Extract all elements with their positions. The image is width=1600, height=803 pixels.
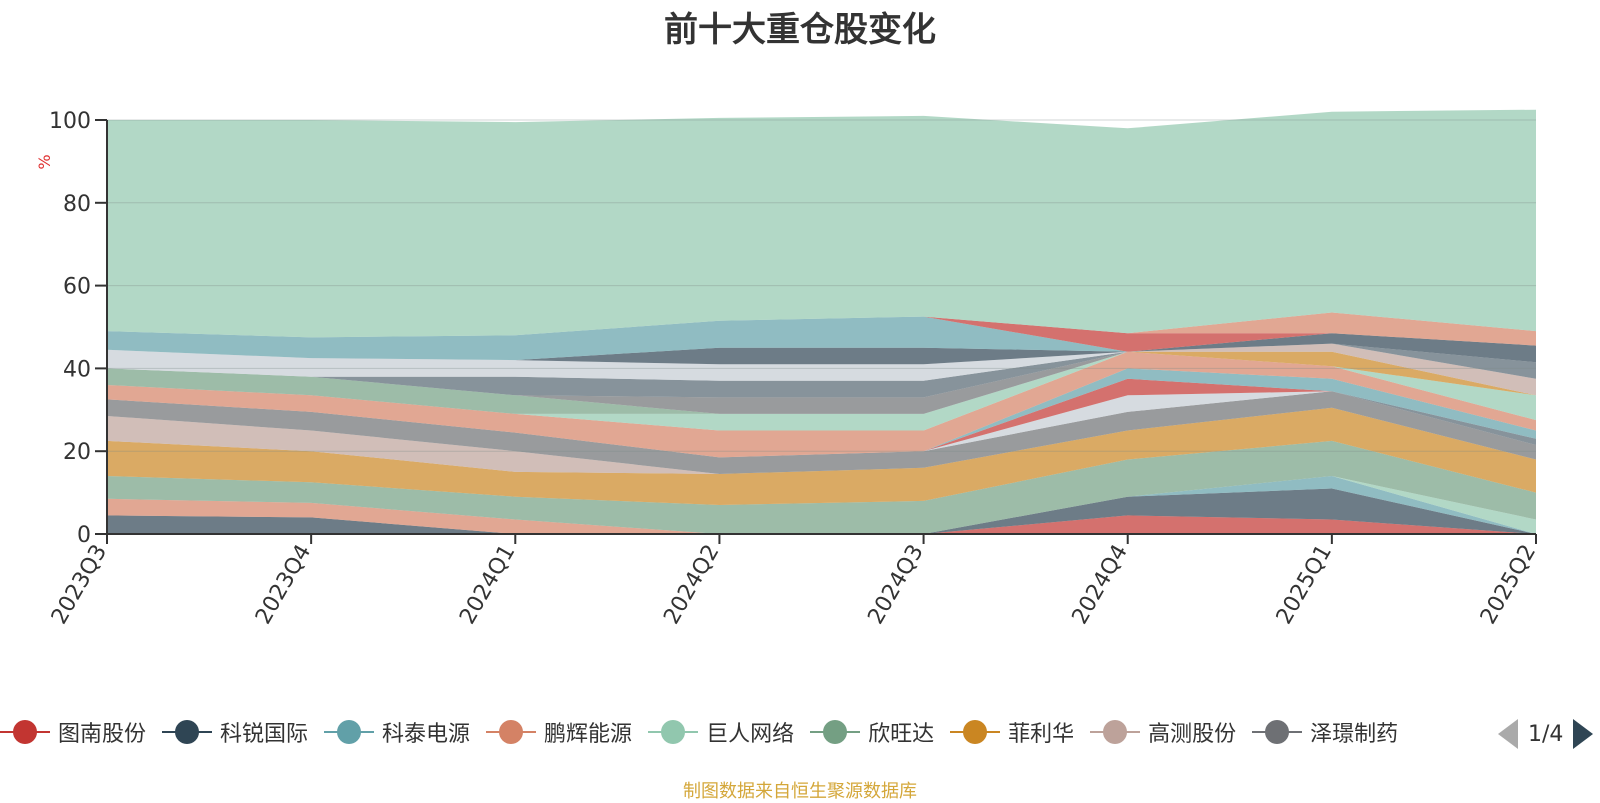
area-series-5[interactable] bbox=[107, 440, 1536, 534]
x-tick-label: 2023Q4 bbox=[251, 541, 316, 629]
area-series-24[interactable] bbox=[107, 312, 1536, 346]
legend-prev-arrow-icon[interactable] bbox=[1498, 719, 1518, 749]
legend-item[interactable]: 科锐国际 bbox=[162, 712, 308, 752]
area-series-7[interactable] bbox=[107, 407, 1536, 474]
x-tick-label: 2025Q2 bbox=[1476, 541, 1541, 629]
area-series-19[interactable] bbox=[107, 343, 1536, 398]
legend-item[interactable]: 欣旺达 bbox=[810, 712, 934, 752]
legend-label: 科泰电源 bbox=[382, 722, 471, 747]
legend-item[interactable]: 高测股份 bbox=[1090, 712, 1236, 752]
legend-pager: 1/4 bbox=[1498, 716, 1594, 752]
y-tick-label: 60 bbox=[63, 275, 91, 300]
chart-plot: 0 20 40 60 80 100% 2023Q3 2023Q4 2024Q1 2024Q2 202… bbox=[35, 109, 1541, 629]
area-series-22[interactable] bbox=[107, 316, 1536, 361]
area-series-18[interactable] bbox=[107, 343, 1536, 414]
legend-label: 泽璟制药 bbox=[1310, 722, 1399, 747]
area-series-23[interactable] bbox=[107, 316, 1536, 352]
legend-item[interactable]: 鹏辉能源 bbox=[486, 712, 632, 752]
legend-marker-icon bbox=[648, 720, 699, 744]
area-series-13[interactable] bbox=[107, 351, 1536, 458]
legend-item[interactable]: 巨人网络 bbox=[648, 712, 794, 752]
area-series-0[interactable] bbox=[107, 515, 1536, 534]
legend-label: 高测股份 bbox=[1148, 722, 1237, 747]
y-tick-label: 40 bbox=[63, 357, 91, 382]
legend-label: 科锐国际 bbox=[220, 722, 309, 747]
y-tick-label: 80 bbox=[63, 192, 91, 217]
chart-title: 前十大重仓股变化 bbox=[664, 10, 936, 50]
area-series-3[interactable] bbox=[107, 476, 1536, 534]
legend-marker-icon bbox=[950, 720, 1001, 744]
x-tick-label: 2024Q4 bbox=[1068, 541, 1133, 629]
legend-marker-icon bbox=[810, 720, 861, 744]
legend-marker-icon bbox=[324, 720, 375, 744]
area-series-20[interactable] bbox=[107, 343, 1536, 381]
area-series-8[interactable] bbox=[107, 391, 1536, 474]
legend-item[interactable]: 科泰电源 bbox=[324, 712, 470, 752]
area-series-25[interactable] bbox=[107, 109, 1536, 338]
area-series-21[interactable] bbox=[107, 333, 1536, 365]
legend: 图南股份 科锐国际 科泰电源 鹏辉能源 巨人网络 欣旺达 菲利华 高测股份 泽璟制药 bbox=[0, 712, 1480, 752]
y-tick-label: 100 bbox=[49, 109, 91, 134]
legend-item[interactable]: 泽璟制药 bbox=[1252, 712, 1398, 752]
x-tick-label: 2023Q3 bbox=[47, 541, 112, 629]
legend-marker-icon bbox=[162, 720, 213, 744]
area-series-6[interactable] bbox=[107, 407, 1536, 505]
area-series-15[interactable] bbox=[107, 351, 1536, 414]
x-tick-label: 2024Q2 bbox=[659, 541, 724, 629]
legend-label: 菲利华 bbox=[1008, 722, 1075, 747]
y-tick-label: 20 bbox=[63, 440, 91, 465]
x-tick-label: 2025Q1 bbox=[1272, 541, 1337, 629]
y-axis-label: % bbox=[35, 154, 54, 169]
legend-next-arrow-icon[interactable] bbox=[1573, 719, 1594, 749]
x-tick-label: 2024Q3 bbox=[863, 541, 928, 629]
legend-label: 巨人网络 bbox=[706, 722, 795, 747]
x-tick-label: 2024Q1 bbox=[455, 541, 520, 629]
legend-marker-icon bbox=[1090, 720, 1141, 744]
y-tick-label: 0 bbox=[77, 523, 91, 548]
area-series-14[interactable] bbox=[107, 351, 1536, 431]
legend-label: 鹏辉能源 bbox=[544, 722, 633, 747]
legend-marker-icon bbox=[0, 720, 50, 744]
legend-marker-icon bbox=[486, 720, 537, 744]
legend-label: 欣旺达 bbox=[868, 722, 935, 747]
source-note: 制图数据来自恒生聚源数据库 bbox=[683, 781, 917, 802]
legend-item[interactable]: 菲利华 bbox=[950, 712, 1074, 752]
legend-item[interactable]: 图南股份 bbox=[0, 712, 146, 752]
legend-marker-icon bbox=[1252, 720, 1303, 744]
area-series-1[interactable] bbox=[107, 488, 1536, 535]
legend-page-indicator: 1/4 bbox=[1528, 721, 1564, 747]
legend-label: 图南股份 bbox=[58, 722, 147, 747]
